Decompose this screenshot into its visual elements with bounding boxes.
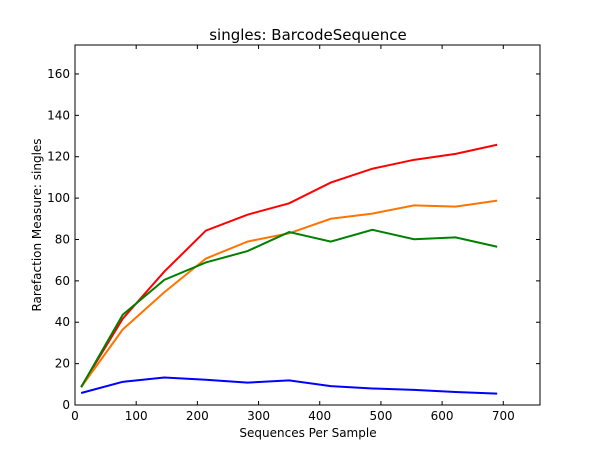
y-axis-ticks: 0 20 40 60 80 100 120 140 160	[47, 67, 540, 412]
x-tick-label: 600	[431, 409, 454, 423]
series-layer	[80, 143, 498, 395]
y-tick-label: 120	[47, 150, 70, 164]
y-axis-label: Rarefaction Measure: singles	[30, 138, 44, 311]
y-tick-label: 20	[55, 357, 70, 371]
x-axis-ticks: 0 100 200 300 400 500 600 700	[71, 45, 515, 423]
x-tick-label: 400	[308, 409, 331, 423]
x-tick-label: 100	[125, 409, 148, 423]
x-tick-label: 500	[369, 409, 392, 423]
y-tick-label: 100	[47, 191, 70, 205]
chart-title: singles: BarcodeSequence	[209, 26, 407, 44]
series-line-2	[80, 143, 498, 388]
x-tick-label: 200	[186, 409, 209, 423]
plot-frame	[74, 44, 541, 406]
x-tick-label: 0	[71, 409, 79, 423]
x-tick-label: 700	[492, 409, 515, 423]
y-tick-label: 60	[55, 274, 70, 288]
series-line-4	[80, 228, 498, 388]
y-tick-label: 0	[62, 398, 70, 412]
y-tick-label: 140	[47, 108, 70, 122]
y-tick-label: 40	[55, 315, 70, 329]
y-tick-label: 160	[47, 67, 70, 81]
series-line-3	[80, 199, 498, 388]
x-tick-label: 300	[247, 409, 270, 423]
series-line-1	[80, 376, 498, 395]
x-axis-label: Sequences Per Sample	[239, 426, 376, 440]
y-tick-label: 80	[55, 232, 70, 246]
